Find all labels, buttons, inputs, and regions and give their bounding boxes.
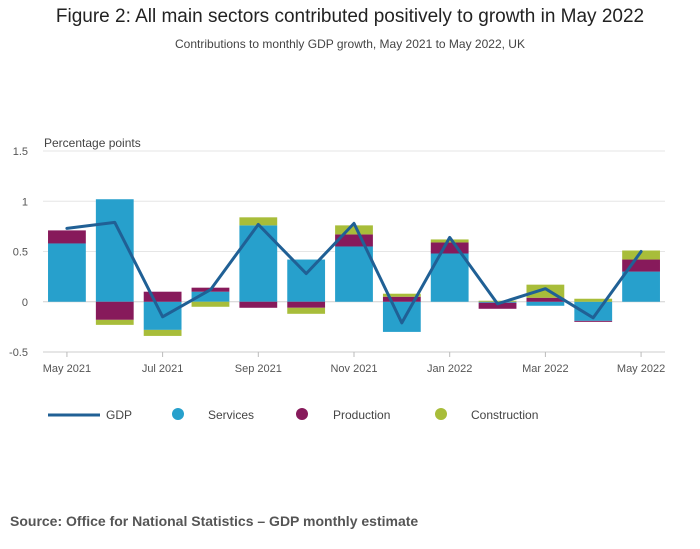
legend-gdp-label: GDP — [106, 408, 132, 422]
bar-services — [48, 243, 86, 302]
bar-construction — [143, 329, 182, 336]
gdp-line — [65, 220, 643, 325]
bar-production — [382, 296, 421, 302]
x-tick-label: May 2022 — [617, 363, 665, 375]
chart-title: Figure 2: All main sectors contributed p… — [55, 6, 645, 27]
y-axis-title: Percentage points — [44, 136, 141, 150]
bar-construction — [95, 319, 134, 325]
bar-production — [430, 242, 469, 254]
x-tick-label: Jan 2022 — [427, 363, 472, 375]
x-tick-label: Nov 2021 — [330, 363, 377, 375]
bar-production — [239, 301, 278, 308]
gdp-line-layer — [65, 220, 643, 325]
bar-construction — [239, 217, 278, 226]
bar-production — [287, 301, 326, 308]
bar-production — [95, 301, 134, 320]
y-tick-label: 0 — [22, 297, 28, 309]
bar-production — [143, 291, 182, 302]
y-axis-ticks: -0.5 0 0.5 1 1.5 — [9, 146, 28, 359]
bar-construction — [191, 301, 230, 307]
legend: GDP Services Production Construction — [48, 408, 538, 422]
bar-construction — [622, 250, 660, 260]
x-tick-label: May 2021 — [43, 363, 91, 375]
legend-production-label: Production — [333, 408, 390, 422]
legend-production-swatch — [296, 408, 308, 420]
legend-services-label: Services — [208, 408, 254, 422]
bar-services — [287, 259, 326, 302]
bar-production — [574, 320, 613, 322]
bars — [48, 199, 660, 336]
x-tick-label: Sep 2021 — [235, 363, 282, 375]
bar-construction — [335, 225, 373, 235]
bar-production — [478, 302, 517, 309]
bar-construction — [382, 293, 421, 297]
legend-services-swatch — [172, 408, 184, 420]
bar-construction — [574, 298, 613, 302]
bar-production — [526, 297, 565, 302]
x-tick-label: Mar 2022 — [522, 363, 568, 375]
x-tick-label: Jul 2021 — [142, 363, 184, 375]
y-tick-label: 1 — [22, 196, 28, 208]
y-tick-label: 0.5 — [13, 247, 28, 259]
bar-services — [622, 271, 660, 302]
bar-services — [382, 301, 421, 332]
chart-subtitle: Contributions to monthly GDP growth, May… — [175, 37, 525, 51]
bar-construction — [430, 239, 469, 243]
y-tick-label: -0.5 — [9, 347, 28, 359]
bar-services — [526, 301, 565, 306]
legend-construction-label: Construction — [471, 408, 538, 422]
x-axis: May 2021 Jul 2021 Sep 2021 Nov 2021 Jan 2022… — [43, 351, 665, 375]
bar-construction — [478, 300, 517, 302]
y-tick-label: 1.5 — [13, 146, 28, 158]
source-note: Source: Office for National Statistics –… — [10, 513, 419, 529]
bar-construction — [287, 307, 326, 314]
bar-production — [48, 230, 86, 244]
bar-services — [191, 291, 230, 302]
legend-construction-swatch — [435, 408, 447, 420]
bar-services — [335, 246, 373, 302]
